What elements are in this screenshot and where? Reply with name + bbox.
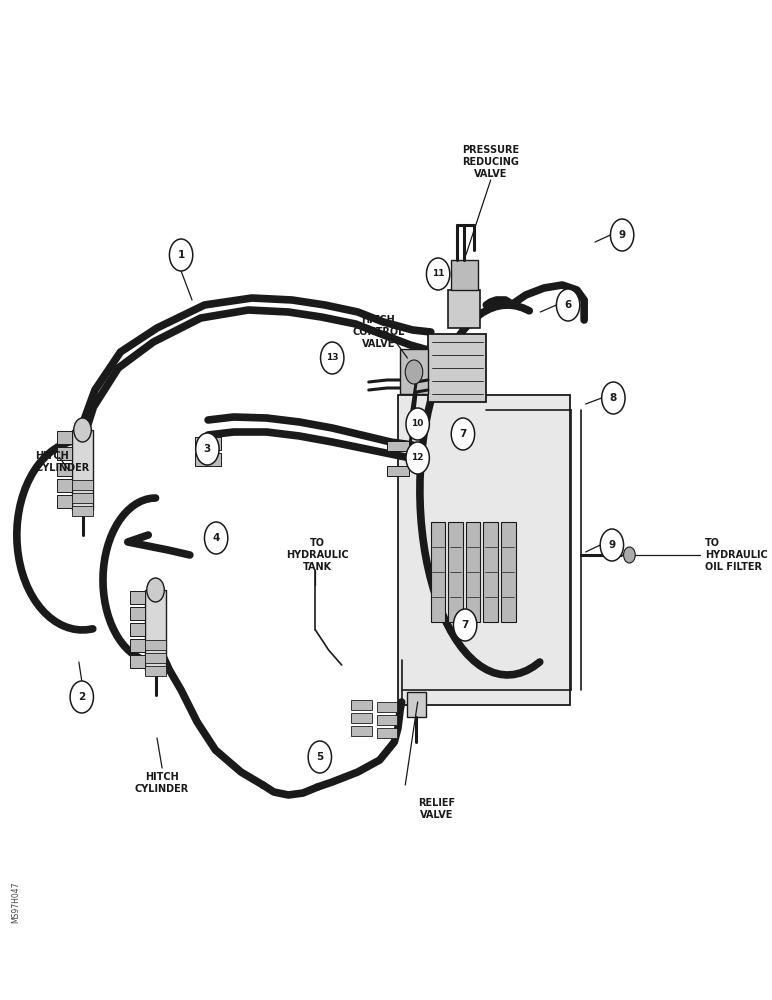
Bar bbox=[130, 639, 144, 652]
Text: 2: 2 bbox=[78, 692, 86, 702]
Bar bbox=[57, 495, 72, 508]
Text: 12: 12 bbox=[411, 454, 424, 462]
Text: TO
HYDRAULIC
OIL FILTER: TO HYDRAULIC OIL FILTER bbox=[705, 538, 767, 572]
Bar bbox=[501, 522, 516, 622]
Circle shape bbox=[452, 418, 475, 450]
Bar bbox=[144, 590, 167, 670]
Bar bbox=[145, 653, 166, 663]
Bar bbox=[351, 726, 371, 736]
Circle shape bbox=[600, 529, 624, 561]
Circle shape bbox=[320, 342, 344, 374]
Bar bbox=[387, 466, 409, 476]
Text: PRESSURE
REDUCING
VALVE: PRESSURE REDUCING VALVE bbox=[462, 145, 520, 179]
Bar bbox=[57, 463, 72, 476]
Circle shape bbox=[205, 522, 228, 554]
Bar bbox=[387, 441, 409, 451]
Bar bbox=[145, 640, 166, 650]
Bar bbox=[57, 431, 72, 444]
Circle shape bbox=[169, 239, 193, 271]
Bar bbox=[377, 728, 398, 738]
Text: RELIEF
VALVE: RELIEF VALVE bbox=[418, 798, 455, 820]
Bar bbox=[431, 522, 445, 622]
Bar bbox=[73, 480, 93, 490]
Bar bbox=[449, 522, 463, 622]
Bar bbox=[351, 700, 371, 710]
Bar bbox=[449, 290, 480, 328]
Circle shape bbox=[70, 681, 93, 713]
Circle shape bbox=[195, 433, 219, 465]
Bar bbox=[57, 479, 72, 492]
FancyBboxPatch shape bbox=[398, 395, 570, 705]
Bar bbox=[483, 522, 498, 622]
Bar bbox=[73, 506, 93, 516]
Text: 11: 11 bbox=[432, 269, 445, 278]
Text: 6: 6 bbox=[564, 300, 572, 310]
Circle shape bbox=[308, 741, 331, 773]
Bar bbox=[57, 447, 72, 460]
Bar bbox=[195, 453, 222, 466]
Bar bbox=[72, 430, 93, 510]
Bar bbox=[428, 334, 486, 402]
Text: 3: 3 bbox=[204, 444, 211, 454]
Text: 8: 8 bbox=[610, 393, 617, 403]
Bar bbox=[377, 715, 398, 725]
Bar bbox=[130, 607, 144, 620]
Circle shape bbox=[406, 442, 429, 474]
Circle shape bbox=[405, 360, 423, 384]
Text: TO
HYDRAULIC
TANK: TO HYDRAULIC TANK bbox=[286, 538, 349, 572]
Text: HITCH
CYLINDER: HITCH CYLINDER bbox=[135, 772, 189, 794]
Bar bbox=[145, 666, 166, 676]
Bar bbox=[466, 522, 480, 622]
Text: HITCH
CYLINDER: HITCH CYLINDER bbox=[35, 451, 90, 473]
Text: 1: 1 bbox=[178, 250, 185, 260]
Text: 13: 13 bbox=[326, 354, 338, 362]
Text: 7: 7 bbox=[462, 620, 469, 630]
Bar bbox=[377, 702, 398, 712]
Bar bbox=[195, 437, 222, 450]
Bar bbox=[408, 692, 425, 717]
Text: HITCH
CONTROL
VALVE: HITCH CONTROL VALVE bbox=[352, 315, 405, 349]
Bar bbox=[452, 260, 478, 290]
Bar bbox=[130, 623, 144, 636]
Circle shape bbox=[611, 219, 634, 251]
Text: 9: 9 bbox=[618, 230, 625, 240]
Circle shape bbox=[453, 609, 477, 641]
Bar bbox=[351, 713, 371, 723]
Bar bbox=[73, 493, 93, 503]
Bar bbox=[130, 655, 144, 668]
Circle shape bbox=[601, 382, 625, 414]
Circle shape bbox=[74, 418, 91, 442]
Circle shape bbox=[624, 547, 635, 563]
Bar bbox=[400, 349, 428, 394]
Circle shape bbox=[426, 258, 450, 290]
Text: 7: 7 bbox=[459, 429, 466, 439]
Bar bbox=[130, 591, 144, 604]
Text: 10: 10 bbox=[411, 420, 424, 428]
Text: 4: 4 bbox=[212, 533, 220, 543]
Circle shape bbox=[147, 578, 164, 602]
Circle shape bbox=[557, 289, 580, 321]
Circle shape bbox=[406, 408, 429, 440]
Text: MS97H047: MS97H047 bbox=[12, 881, 21, 923]
Text: 9: 9 bbox=[608, 540, 615, 550]
Text: 5: 5 bbox=[317, 752, 323, 762]
